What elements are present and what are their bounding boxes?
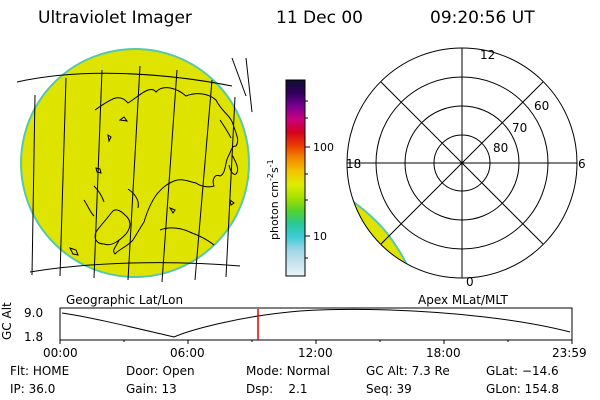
glat-info: GLat: −14.6: [486, 364, 559, 378]
timeline-plot: [59, 307, 573, 344]
door-info: Door: Open: [126, 364, 195, 378]
timeline-ytick-low: 1.8: [24, 330, 44, 344]
timeline-xtick-2: 12:00: [298, 346, 333, 360]
dsp-info: Dsp: 2.1: [246, 382, 308, 396]
geographic-caption: Geographic Lat/Lon: [66, 293, 184, 307]
flight-info: Flt: HOME: [10, 364, 70, 378]
gc-alt-value: 7.3 Re: [411, 364, 450, 378]
polar-label-70: 70: [512, 121, 527, 135]
flight-value: HOME: [32, 364, 70, 378]
colorbar-label-100: 100: [313, 141, 334, 154]
glon-info: GLon: 154.8: [486, 382, 559, 396]
timeline-xtick-1: 06:00: [170, 346, 205, 360]
orbit-altitude-curve: [61, 308, 571, 338]
polar-aurora-region: [347, 194, 414, 277]
graticule-lines: [16, 57, 253, 283]
timeline-xtick-3: 18:00: [426, 346, 461, 360]
polar-label-60: 60: [534, 99, 549, 113]
polar-grid: [346, 47, 578, 279]
polar-label-18: 18: [346, 157, 361, 171]
polar-plot: 12 0 18 6 60 70 80: [346, 47, 586, 289]
timeline-xtick-4: 23:59: [552, 346, 587, 360]
gain-value: 13: [161, 382, 177, 396]
door-value: Open: [162, 364, 195, 378]
gc-alt-info: GC Alt: 7.3 Re: [366, 364, 450, 378]
polar-label-80: 80: [493, 141, 508, 155]
mode-value: Normal: [286, 364, 330, 378]
time-readout: 09:20:56 UT: [430, 8, 535, 28]
timeline-ylabel: GC Alt: [0, 302, 14, 340]
geographic-image: [16, 48, 253, 283]
timeline-xtick-0: 00:00: [43, 346, 78, 360]
timeline-ticks: [59, 340, 573, 344]
app-title: Ultraviolet Imager: [38, 8, 192, 28]
dsp-value: 2.1: [288, 382, 308, 396]
timeline-frame: [59, 307, 573, 341]
colorbar-label-10: 10: [313, 230, 327, 243]
polar-label-6: 6: [578, 157, 586, 171]
ip-value: 36.0: [28, 382, 56, 396]
polar-label-12: 12: [480, 48, 495, 62]
timeline-ytick-high: 9.0: [24, 306, 44, 320]
ip-info: IP: 36.0: [10, 382, 56, 396]
continent-outlines: [69, 87, 239, 256]
colorbar: 100 10 photon cm-2s-1: [266, 79, 334, 277]
colorbar-unit-label: photon cm-2s-1: [266, 159, 281, 240]
seq-info: Seq: 39: [366, 382, 412, 396]
seq-value: 39: [396, 382, 412, 396]
gain-info: Gain: 13: [126, 382, 177, 396]
glon-value: 154.8: [524, 382, 559, 396]
polar-label-0: 0: [466, 275, 474, 289]
glat-value: −14.6: [521, 364, 559, 378]
mode-info: Mode: Normal: [246, 364, 330, 378]
colorbar-bar: [285, 79, 306, 277]
apex-caption: Apex MLat/MLT: [418, 293, 508, 307]
date-readout: 11 Dec 00: [276, 8, 363, 28]
